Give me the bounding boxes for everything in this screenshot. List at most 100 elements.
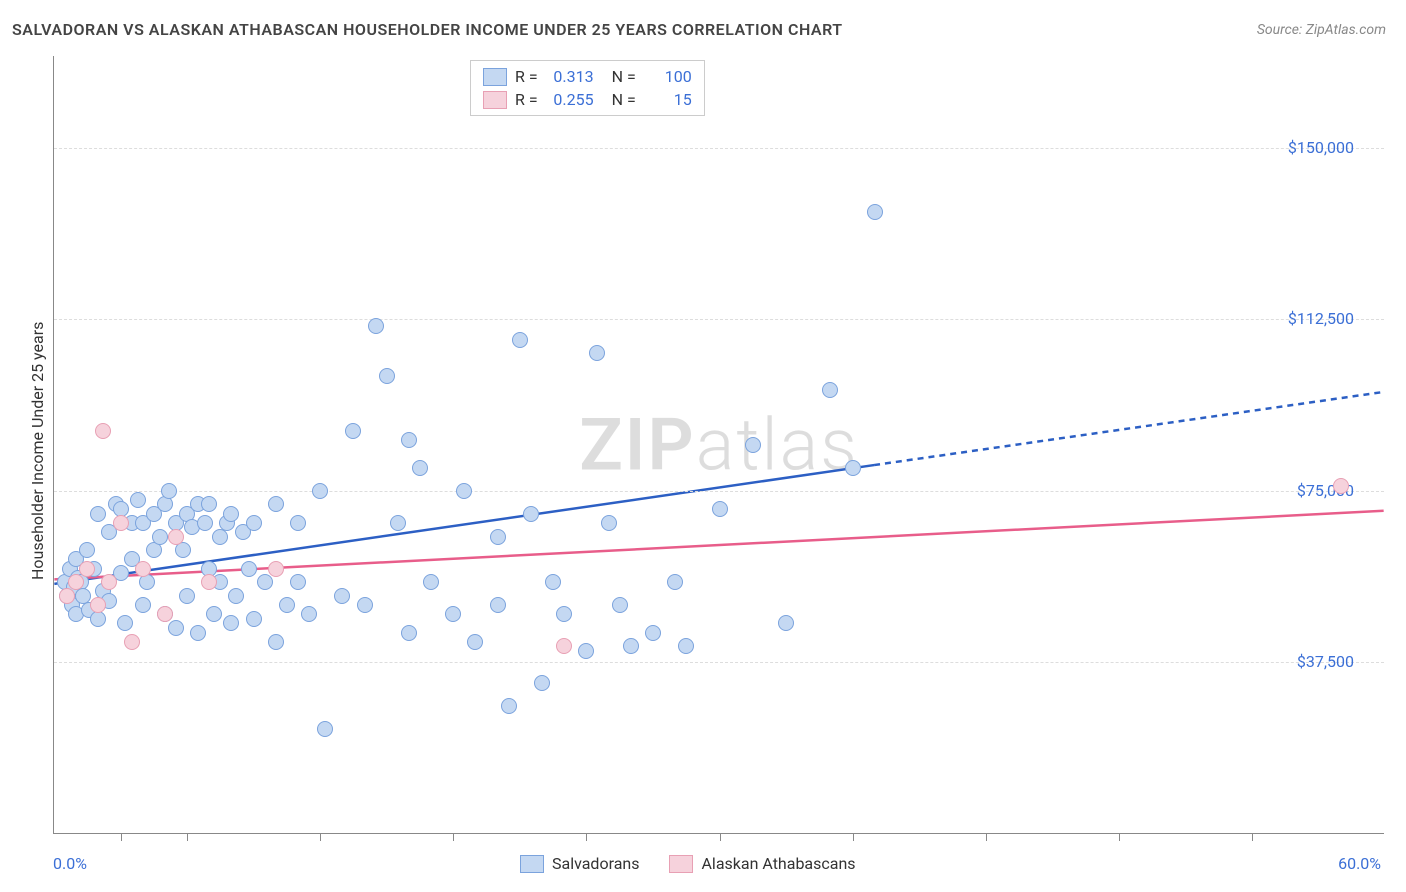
- x-axis-tick: [453, 833, 454, 841]
- data-point: [168, 620, 184, 636]
- data-point: [79, 561, 95, 577]
- data-point: [59, 588, 75, 604]
- legend-swatch: [520, 855, 544, 873]
- data-point: [423, 574, 439, 590]
- data-point: [512, 332, 528, 348]
- data-point: [223, 506, 239, 522]
- data-point: [556, 606, 572, 622]
- legend-r-label: R =: [515, 90, 538, 109]
- data-point: [168, 529, 184, 545]
- data-point: [401, 432, 417, 448]
- data-point: [279, 597, 295, 613]
- data-point: [201, 496, 217, 512]
- data-point: [490, 529, 506, 545]
- x-axis-tick: [1252, 833, 1253, 841]
- data-point: [246, 515, 262, 531]
- x-axis-tick: [187, 833, 188, 841]
- plot-area: ZIPatlas $37,500$75,000$112,500$150,000: [53, 56, 1384, 834]
- data-point: [139, 574, 155, 590]
- data-point: [90, 611, 106, 627]
- data-point: [190, 625, 206, 641]
- data-point: [113, 515, 129, 531]
- data-point: [175, 542, 191, 558]
- data-point: [68, 574, 84, 590]
- data-point: [645, 625, 661, 641]
- correlation-legend: R = 0.313 N = 100 R = 0.255 N = 15: [470, 60, 705, 116]
- data-point: [745, 437, 761, 453]
- x-axis-min-label: 0.0%: [53, 854, 87, 873]
- data-point: [228, 588, 244, 604]
- data-point: [212, 529, 228, 545]
- data-point: [867, 204, 883, 220]
- data-point: [161, 483, 177, 499]
- x-axis-tick: [853, 833, 854, 841]
- gridline: [54, 148, 1384, 149]
- legend-r-label: R =: [515, 67, 538, 86]
- x-axis-tick: [720, 833, 721, 841]
- data-point: [268, 496, 284, 512]
- data-point: [456, 483, 472, 499]
- x-axis-max-label: 60.0%: [1338, 854, 1381, 873]
- data-point: [206, 606, 222, 622]
- data-point: [312, 483, 328, 499]
- data-point: [490, 597, 506, 613]
- legend-label: Salvadorans: [552, 854, 639, 873]
- y-axis-tick-label: $150,000: [1288, 138, 1354, 157]
- data-point: [101, 574, 117, 590]
- legend-n-label: N =: [612, 90, 636, 109]
- data-point: [79, 542, 95, 558]
- legend-n-label: N =: [612, 67, 636, 86]
- data-point: [523, 506, 539, 522]
- watermark: ZIPatlas: [579, 402, 859, 487]
- gridline: [54, 662, 1384, 663]
- series-legend: Salvadorans Alaskan Athabascans: [520, 854, 856, 873]
- legend-row: R = 0.255 N = 15: [483, 90, 692, 109]
- data-point: [90, 597, 106, 613]
- data-point: [135, 561, 151, 577]
- data-point: [1333, 478, 1349, 494]
- trendlines-layer: [54, 56, 1384, 833]
- data-point: [197, 515, 213, 531]
- data-point: [268, 561, 284, 577]
- data-point: [257, 574, 273, 590]
- data-point: [578, 643, 594, 659]
- legend-r-value: 0.255: [546, 90, 594, 109]
- data-point: [268, 634, 284, 650]
- legend-n-value: 15: [644, 90, 692, 109]
- data-point: [612, 597, 628, 613]
- data-point: [390, 515, 406, 531]
- data-point: [135, 597, 151, 613]
- data-point: [401, 625, 417, 641]
- data-point: [317, 721, 333, 737]
- data-point: [589, 345, 605, 361]
- legend-label: Alaskan Athabascans: [701, 854, 855, 873]
- chart-container: SALVADORAN VS ALASKAN ATHABASCAN HOUSEHO…: [0, 0, 1406, 892]
- data-point: [117, 615, 133, 631]
- gridline: [54, 491, 1384, 492]
- x-axis-tick: [586, 833, 587, 841]
- data-point: [246, 611, 262, 627]
- y-axis-tick-label: $37,500: [1297, 652, 1354, 671]
- data-point: [290, 515, 306, 531]
- legend-n-value: 100: [644, 67, 692, 86]
- x-axis-tick: [1119, 833, 1120, 841]
- legend-r-value: 0.313: [546, 67, 594, 86]
- x-axis-tick: [121, 833, 122, 841]
- legend-item: Salvadorans: [520, 854, 639, 873]
- data-point: [201, 574, 217, 590]
- legend-swatch: [483, 91, 507, 109]
- data-point: [130, 492, 146, 508]
- data-point: [241, 561, 257, 577]
- gridline: [54, 319, 1384, 320]
- data-point: [445, 606, 461, 622]
- x-axis-tick: [986, 833, 987, 841]
- data-point: [556, 638, 572, 654]
- data-point: [412, 460, 428, 476]
- legend-row: R = 0.313 N = 100: [483, 67, 692, 86]
- data-point: [334, 588, 350, 604]
- data-point: [223, 615, 239, 631]
- data-point: [623, 638, 639, 654]
- data-point: [822, 382, 838, 398]
- data-point: [95, 423, 111, 439]
- legend-swatch: [669, 855, 693, 873]
